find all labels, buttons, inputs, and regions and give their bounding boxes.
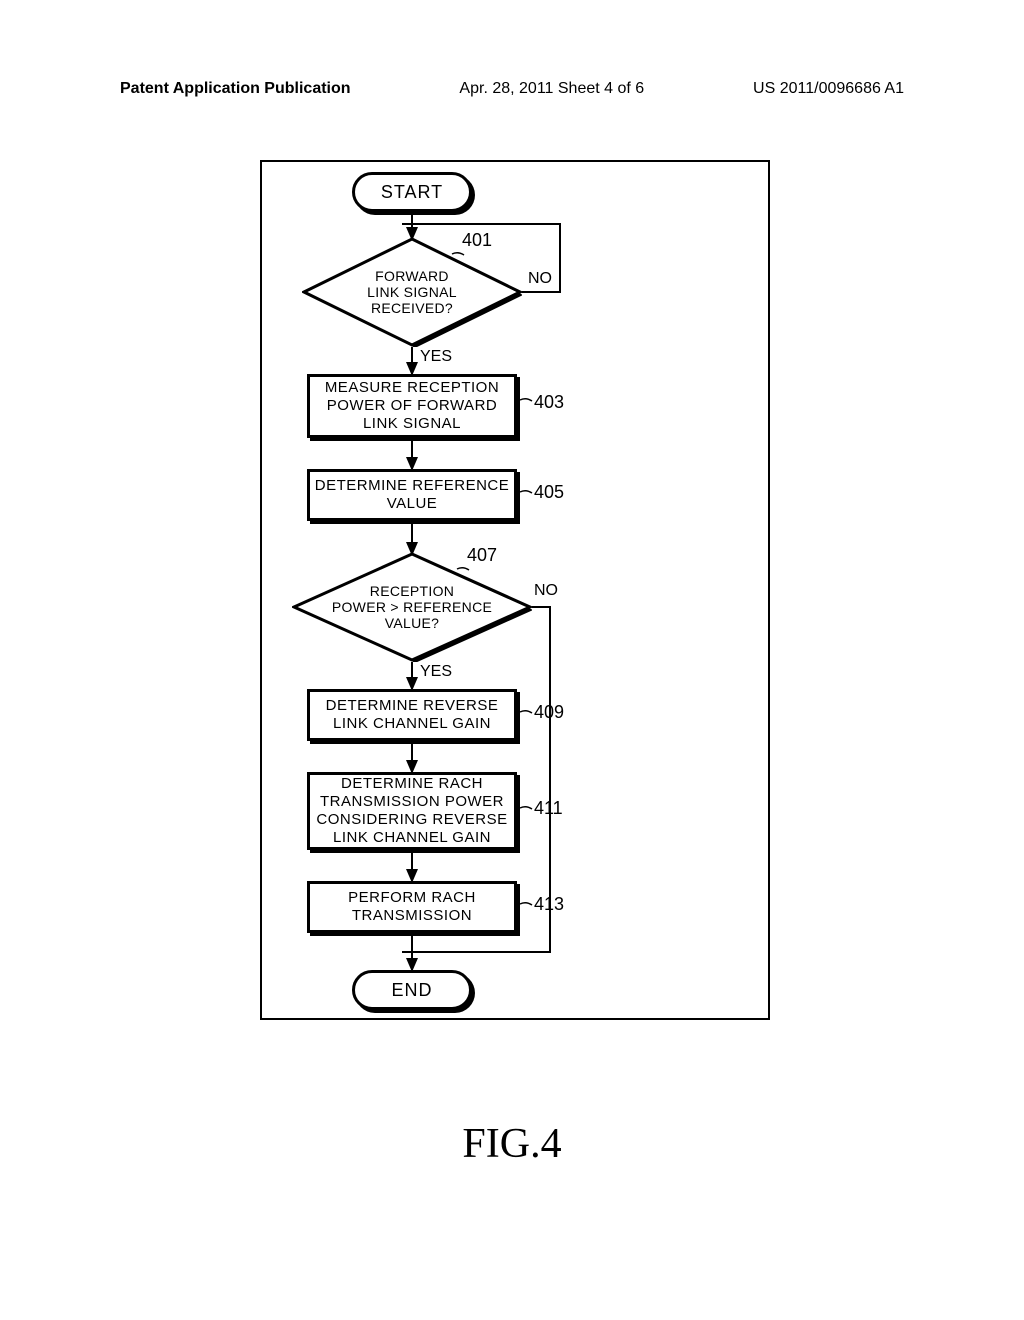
decision-2-text: RECEPTION POWER > REFERENCE VALUE? xyxy=(332,583,492,631)
ref-413: 413 xyxy=(534,894,564,915)
end-label: END xyxy=(391,980,432,1001)
ref-401: 401 xyxy=(462,230,492,251)
process-411: DETERMINE RACH TRANSMISSION POWER CONSID… xyxy=(307,772,517,850)
d2-yes-label: YES xyxy=(420,663,452,681)
d1-yes-label: YES xyxy=(420,348,452,366)
ref-411: 411 xyxy=(534,798,563,819)
header-center: Apr. 28, 2011 Sheet 4 of 6 xyxy=(459,80,644,98)
process-413: PERFORM RACH TRANSMISSION xyxy=(307,881,517,933)
start-terminal: START xyxy=(352,172,472,212)
decision-forward-link: FORWARD LINK SIGNAL RECEIVED? xyxy=(302,237,522,347)
process-411-text: DETERMINE RACH TRANSMISSION POWER CONSID… xyxy=(316,775,507,847)
ref-405: 405 xyxy=(534,482,564,503)
process-405: DETERMINE REFERENCE VALUE xyxy=(307,469,517,521)
start-label: START xyxy=(381,182,443,203)
process-405-text: DETERMINE REFERENCE VALUE xyxy=(315,477,510,513)
figure-caption: FIG.4 xyxy=(462,1120,561,1168)
flowchart-container: START FORWARD LINK SIGNAL RECEIVED? 401 … xyxy=(260,160,770,1020)
process-409: DETERMINE REVERSE LINK CHANNEL GAIN xyxy=(307,689,517,741)
page-header: Patent Application Publication Apr. 28, … xyxy=(0,80,1024,98)
ref-409: 409 xyxy=(534,702,564,723)
process-409-text: DETERMINE REVERSE LINK CHANNEL GAIN xyxy=(326,697,499,733)
end-terminal: END xyxy=(352,970,472,1010)
process-413-text: PERFORM RACH TRANSMISSION xyxy=(348,889,476,925)
decision-1-text: FORWARD LINK SIGNAL RECEIVED? xyxy=(367,268,457,316)
d2-no-label: NO xyxy=(534,582,558,600)
ref-407: 407 xyxy=(467,545,497,566)
d1-no-label: NO xyxy=(528,270,552,288)
process-403-text: MEASURE RECEPTION POWER OF FORWARD LINK … xyxy=(325,379,499,433)
ref-403: 403 xyxy=(534,392,564,413)
header-left: Patent Application Publication xyxy=(120,80,351,98)
header-right: US 2011/0096686 A1 xyxy=(753,80,904,98)
decision-rx-power: RECEPTION POWER > REFERENCE VALUE? xyxy=(292,552,532,662)
process-403: MEASURE RECEPTION POWER OF FORWARD LINK … xyxy=(307,374,517,438)
